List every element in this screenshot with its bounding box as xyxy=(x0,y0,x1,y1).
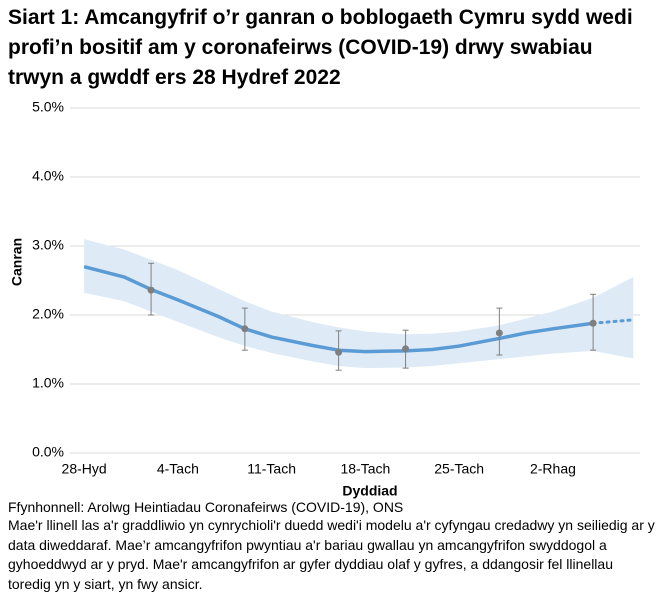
y-axis-label: Canran xyxy=(9,238,25,286)
source: Ffynhonnell: Arolwg Heintiadau Coronafei… xyxy=(8,499,404,515)
x-tick-label: 28-Hyd xyxy=(62,461,107,477)
x-tick-label: 18-Tach xyxy=(340,461,390,477)
chart-title: Siart 1: Amcangyfrif o’r ganran o boblog… xyxy=(8,6,633,89)
x-axis-label: Dyddiad xyxy=(342,483,397,499)
estimate-point xyxy=(335,348,343,356)
y-tick-label: 4.0% xyxy=(32,168,64,184)
estimate-point xyxy=(402,345,410,353)
x-tick-label: 2-Rhag xyxy=(530,461,576,477)
estimate-point xyxy=(241,325,249,333)
estimate-point xyxy=(495,329,503,337)
x-tick-label: 25-Tach xyxy=(434,461,484,477)
y-tick-label: 1.0% xyxy=(32,375,64,391)
note: Mae'r llinell las a'r graddliwio yn cynr… xyxy=(8,517,655,592)
estimate-point xyxy=(589,319,597,327)
credible-interval-band xyxy=(84,239,634,369)
x-tick-label: 4-Tach xyxy=(157,461,199,477)
y-tick-label: 5.0% xyxy=(32,99,64,115)
y-tick-label: 0.0% xyxy=(32,444,64,460)
x-tick-label: 11-Tach xyxy=(247,461,296,477)
y-tick-label: 3.0% xyxy=(32,237,64,253)
y-tick-label: 2.0% xyxy=(32,306,64,322)
trend-line xyxy=(591,318,635,325)
estimate-point xyxy=(147,286,155,294)
